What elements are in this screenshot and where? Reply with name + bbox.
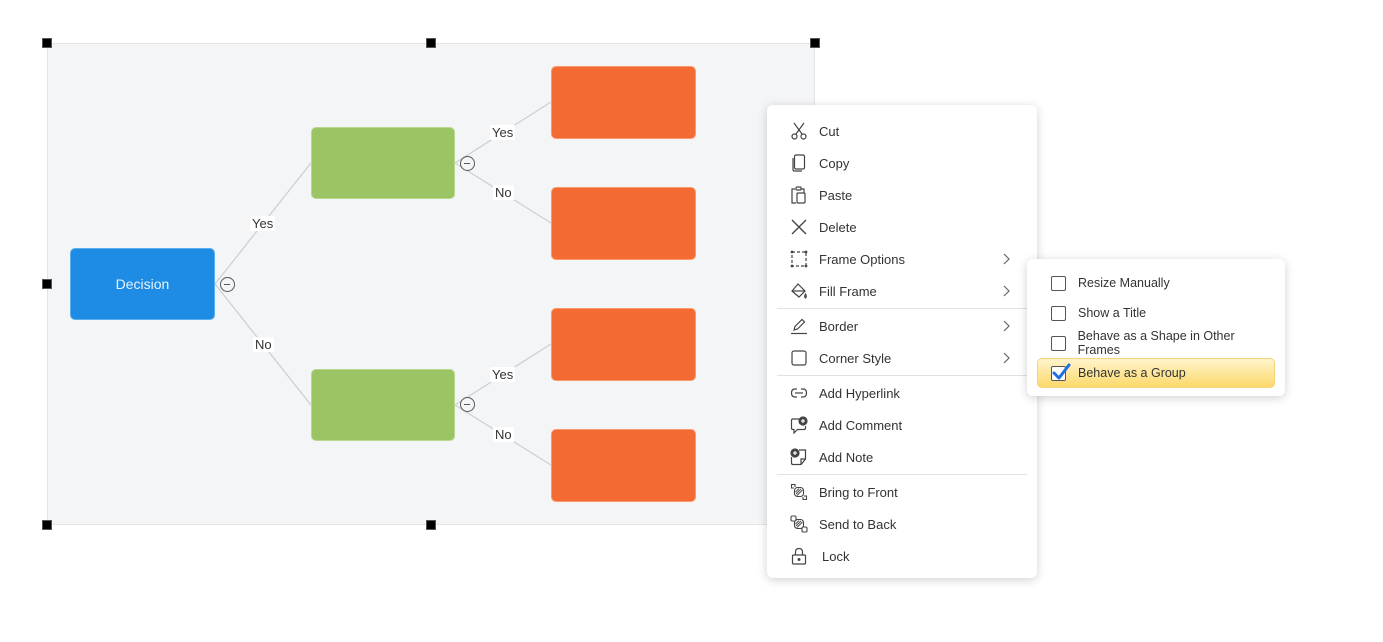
menu-item-label: Lock [822, 548, 850, 564]
decision-node-label: Decision [115, 276, 170, 292]
edge-label-bottom-yes: Yes [490, 367, 516, 382]
collapse-icon-bottom[interactable] [460, 397, 475, 412]
resize-handle-middle-left[interactable] [42, 279, 52, 289]
menu-item-paste[interactable]: Paste [767, 179, 1037, 211]
outcome-node-4[interactable] [551, 429, 696, 502]
chevron-right-icon [1003, 352, 1010, 364]
menu-item-lock[interactable]: Lock [767, 540, 1037, 572]
menu-item-cut[interactable]: Cut [767, 115, 1037, 147]
option-node-top[interactable] [311, 127, 455, 199]
submenu-item-behave-as-shape[interactable]: Behave as a Shape in Other Frames [1037, 328, 1275, 358]
chevron-right-icon [1003, 285, 1010, 297]
resize-handle-top-left[interactable] [42, 38, 52, 48]
menu-separator [777, 308, 1027, 309]
menu-item-label: Frame Options [819, 251, 905, 267]
chevron-right-icon [1003, 253, 1010, 265]
resize-handle-bottom-left[interactable] [42, 520, 52, 530]
menu-item-label: Send to Back [819, 516, 897, 532]
pencil-icon [789, 316, 809, 336]
menu-item-copy[interactable]: Copy [767, 147, 1037, 179]
menu-item-fill-frame[interactable]: Fill Frame [767, 275, 1037, 307]
menu-item-label: Bring to Front [819, 484, 898, 500]
outcome-node-1[interactable] [551, 66, 696, 139]
menu-item-label: Fill Frame [819, 283, 877, 299]
menu-item-label: Add Note [819, 449, 874, 465]
menu-separator [777, 474, 1027, 475]
collapse-icon-root[interactable] [220, 277, 235, 292]
collapse-icon-top[interactable] [460, 156, 475, 171]
menu-item-add-note[interactable]: Add Note [767, 441, 1037, 473]
send-back-icon [789, 514, 809, 534]
context-menu: Cut Copy Paste Delete Frame Options Fill… [767, 105, 1037, 578]
submenu-item-label: Show a Title [1078, 306, 1147, 320]
paint-bucket-icon [789, 281, 809, 301]
menu-item-send-to-back[interactable]: Send to Back [767, 508, 1037, 540]
menu-item-label: Cut [819, 123, 840, 139]
edge-label-top-no: No [493, 185, 514, 200]
submenu-item-label: Behave as a Group [1078, 366, 1186, 380]
menu-item-label: Delete [819, 219, 857, 235]
clipboard-icon [789, 185, 809, 205]
submenu-item-label: Behave as a Shape in Other Frames [1077, 329, 1235, 357]
menu-item-label: Paste [819, 187, 853, 203]
menu-item-bring-to-front[interactable]: Bring to Front [767, 476, 1037, 508]
outcome-node-3[interactable] [551, 308, 696, 381]
copy-icon [789, 153, 809, 173]
x-icon [789, 217, 809, 237]
decision-node[interactable]: Decision [70, 248, 215, 320]
menu-item-label: Corner Style [819, 350, 892, 366]
frame-options-submenu: Resize Manually Show a Title Behave as a… [1027, 259, 1285, 396]
edge-label-bottom-no: No [493, 427, 514, 442]
menu-item-corner-style[interactable]: Corner Style [767, 342, 1037, 374]
edge-label-root-yes: Yes [250, 216, 276, 231]
lock-icon [789, 546, 809, 566]
menu-item-label: Add Comment [819, 417, 903, 433]
comment-plus-icon [789, 415, 809, 435]
square-icon [789, 348, 809, 368]
edge-label-top-yes: Yes [490, 125, 516, 140]
submenu-item-show-a-title[interactable]: Show a Title [1037, 298, 1275, 328]
note-plus-icon [789, 447, 809, 467]
menu-item-label: Border [819, 318, 859, 334]
bring-front-icon [789, 482, 809, 502]
checkbox-resize-manually[interactable] [1051, 275, 1066, 291]
menu-item-add-comment[interactable]: Add Comment [767, 409, 1037, 441]
menu-item-add-hyperlink[interactable]: Add Hyperlink [767, 377, 1037, 409]
checkmark-icon [1052, 363, 1071, 379]
checkbox-behave-as-group[interactable] [1051, 363, 1071, 381]
resize-handle-top-center[interactable] [426, 38, 436, 48]
submenu-item-resize-manually[interactable]: Resize Manually [1037, 268, 1275, 298]
resize-handle-top-right[interactable] [810, 38, 820, 48]
submenu-item-label: Resize Manually [1078, 276, 1170, 290]
menu-item-label: Copy [819, 155, 850, 171]
link-icon [789, 383, 809, 403]
edge-label-root-no: No [253, 337, 274, 352]
menu-item-label: Add Hyperlink [819, 385, 900, 401]
outcome-node-2[interactable] [551, 187, 696, 260]
checkbox-show-a-title[interactable] [1051, 305, 1066, 321]
checkbox-behave-as-shape[interactable] [1051, 335, 1066, 351]
menu-item-border[interactable]: Border [767, 310, 1037, 342]
chevron-right-icon [1003, 320, 1010, 332]
menu-separator [777, 375, 1027, 376]
frame-icon [789, 249, 809, 269]
menu-item-delete[interactable]: Delete [767, 211, 1037, 243]
submenu-item-behave-as-group[interactable]: Behave as a Group [1037, 358, 1275, 388]
menu-item-frame-options[interactable]: Frame Options [767, 243, 1037, 275]
resize-handle-bottom-center[interactable] [426, 520, 436, 530]
option-node-bottom[interactable] [311, 369, 455, 441]
scissors-icon [789, 121, 809, 141]
